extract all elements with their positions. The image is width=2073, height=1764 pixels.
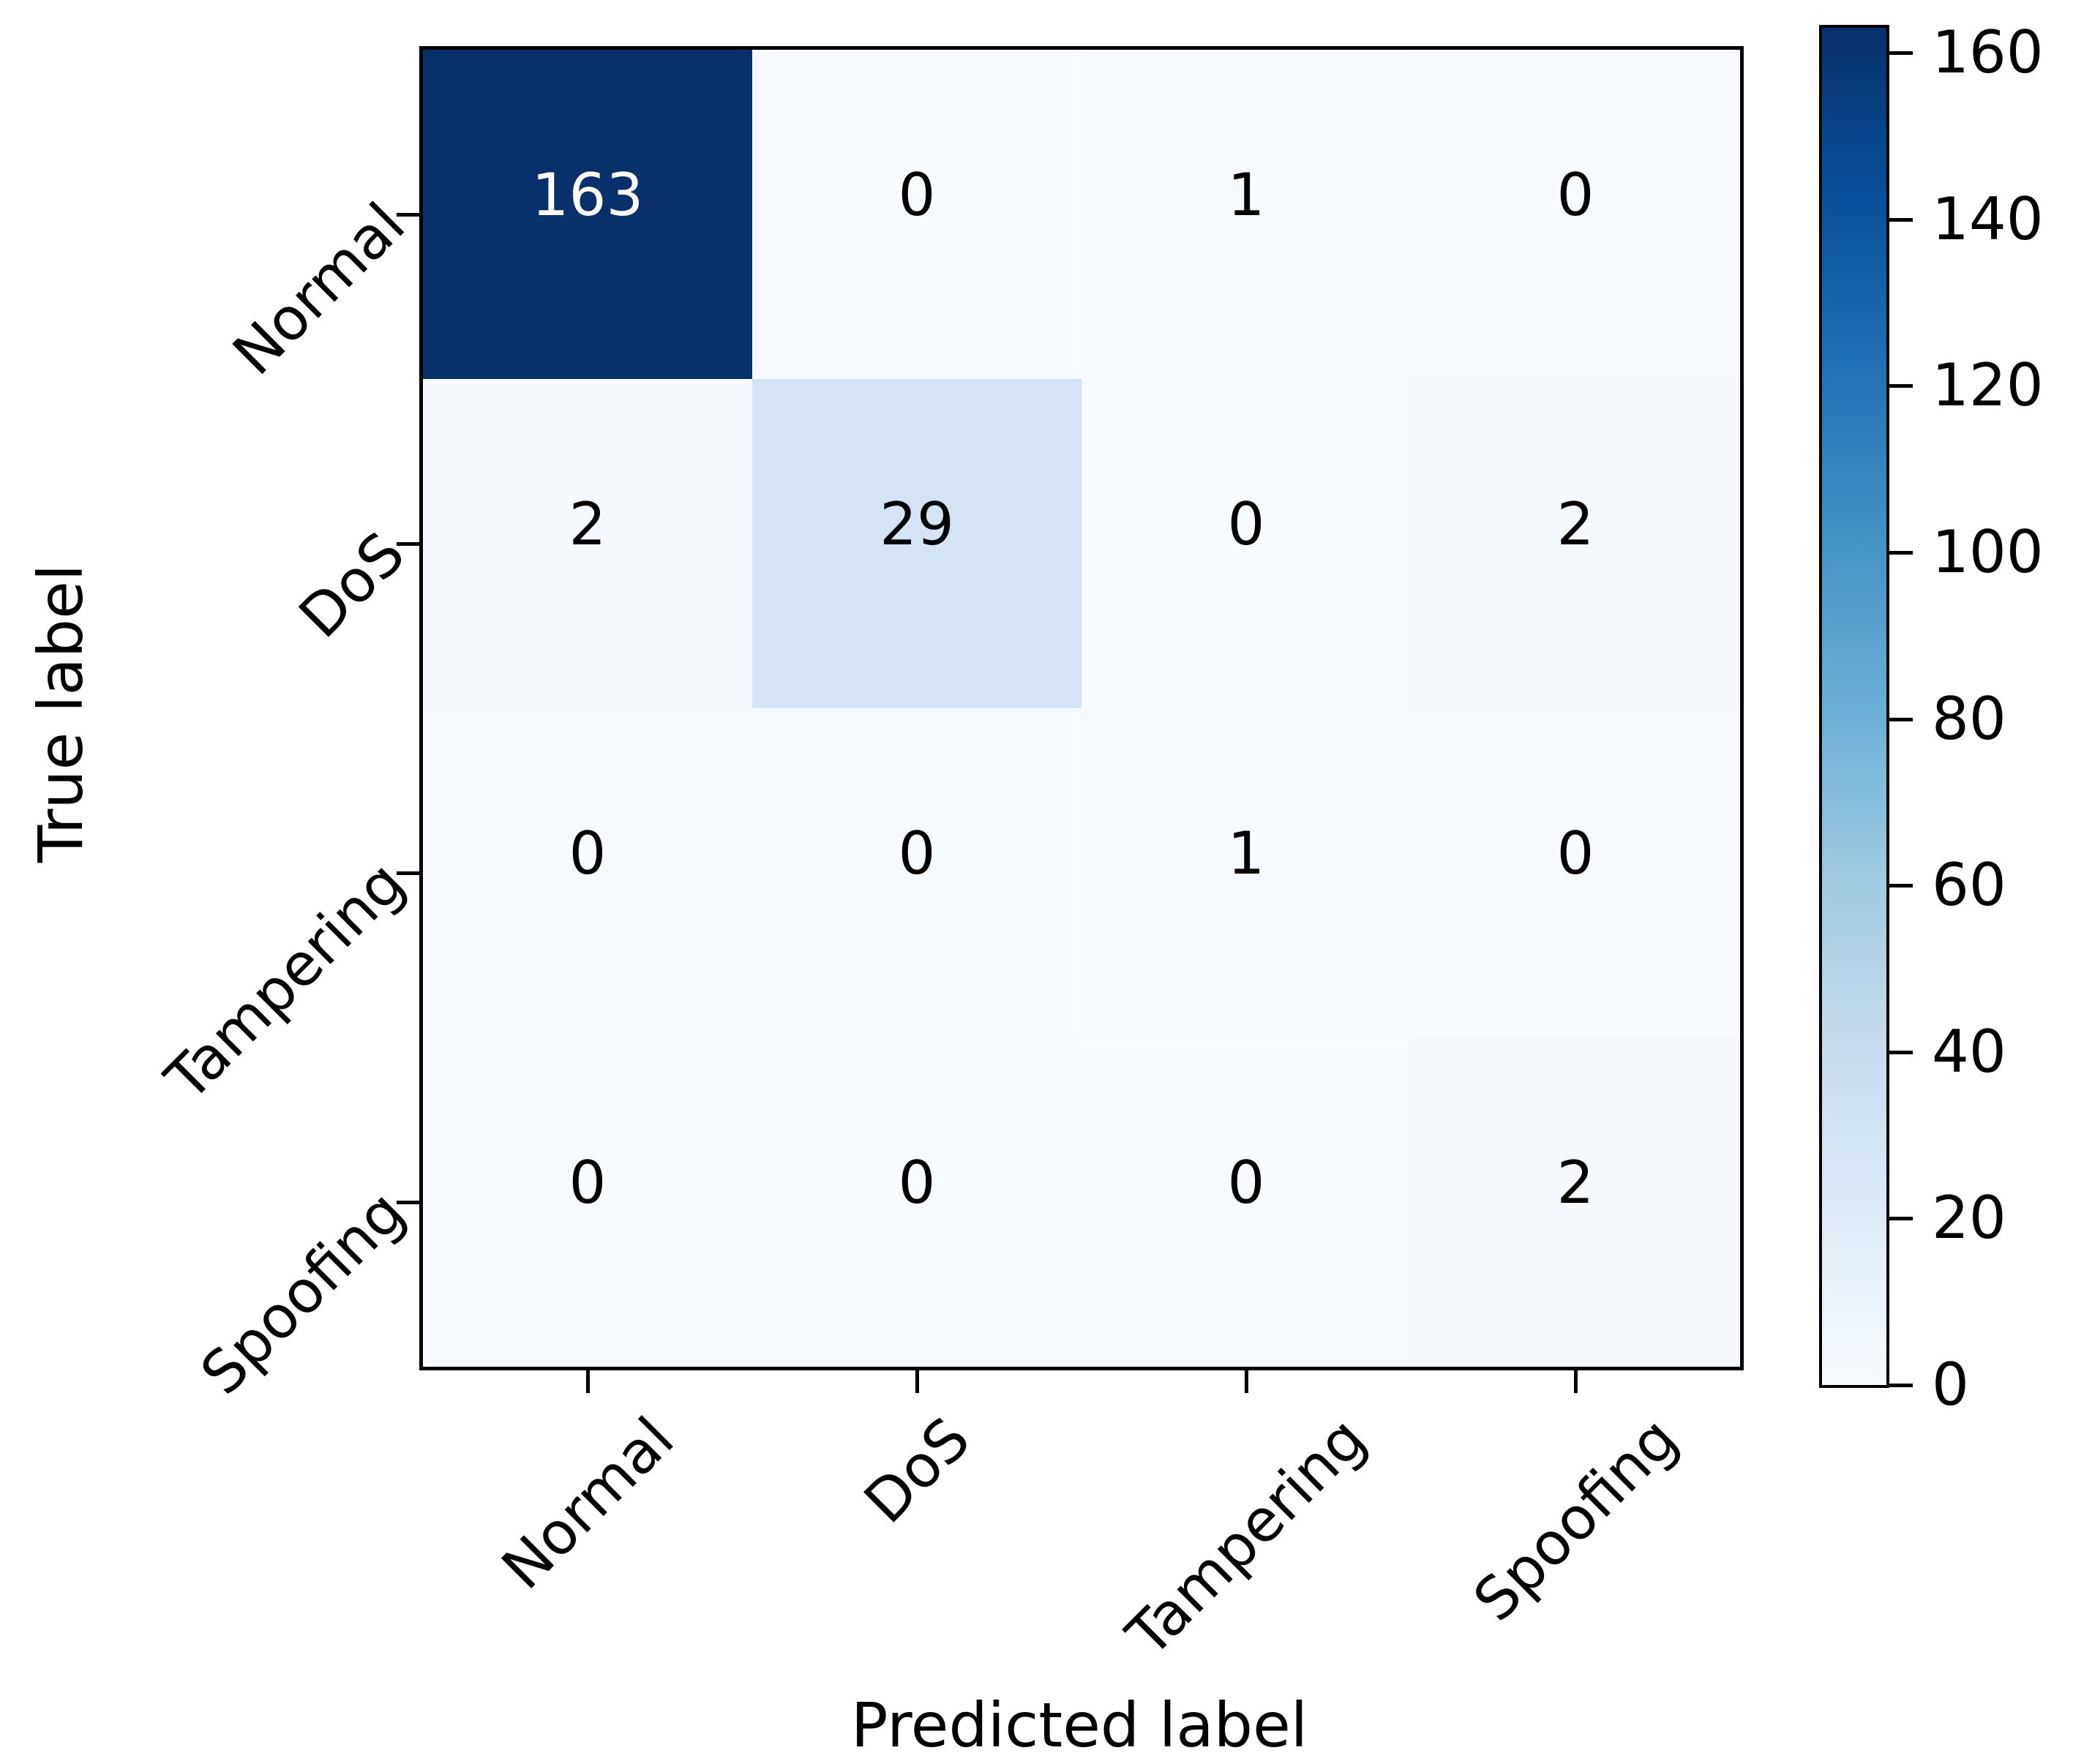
colorbar-tick-label: 160 bbox=[1932, 18, 2044, 86]
matrix-cell: 0 bbox=[423, 1037, 752, 1367]
matrix-cell: 0 bbox=[752, 50, 1082, 379]
x-tick-label: Normal bbox=[488, 1404, 687, 1603]
matrix-cell: 0 bbox=[1082, 1037, 1411, 1367]
colorbar bbox=[1819, 25, 1889, 1388]
colorbar-tick-mark bbox=[1889, 1384, 1913, 1387]
colorbar-tick-label: 20 bbox=[1932, 1184, 2006, 1252]
colorbar-tick-label: 100 bbox=[1932, 518, 2044, 586]
colorbar-tick-label: 60 bbox=[1932, 851, 2006, 919]
cell-value: 0 bbox=[898, 1149, 936, 1217]
x-axis-label: Predicted label bbox=[850, 1689, 1308, 1761]
matrix-cell: 0 bbox=[1082, 379, 1411, 708]
colorbar-tick-label: 120 bbox=[1932, 351, 2044, 419]
cell-value: 2 bbox=[1556, 1149, 1594, 1217]
cell-value: 0 bbox=[1556, 161, 1594, 229]
cell-value: 0 bbox=[1227, 490, 1265, 558]
matrix-cell: 0 bbox=[1411, 50, 1740, 379]
cell-value: 1 bbox=[1227, 819, 1265, 887]
y-tick-mark bbox=[397, 213, 419, 217]
cell-value: 2 bbox=[1556, 490, 1594, 558]
colorbar-tick-mark bbox=[1889, 218, 1913, 222]
x-tick-label: Spoofing bbox=[1460, 1404, 1690, 1635]
colorbar-tick-mark bbox=[1889, 551, 1913, 555]
cell-value: 29 bbox=[880, 490, 954, 558]
heatmap-plot-area: 163 0 1 0 2 29 0 2 0 0 1 0 0 0 0 2 bbox=[419, 46, 1744, 1370]
colorbar-tick-mark bbox=[1889, 884, 1913, 887]
y-tick-label: Normal bbox=[220, 189, 418, 389]
matrix-cell: 2 bbox=[423, 379, 752, 708]
y-tick-label: DoS bbox=[285, 519, 418, 651]
cell-value: 0 bbox=[898, 161, 936, 229]
matrix-cell: 0 bbox=[752, 708, 1082, 1037]
colorbar-tick-mark bbox=[1889, 1051, 1913, 1054]
colorbar-tick-mark bbox=[1889, 51, 1913, 55]
matrix-cell: 163 bbox=[423, 50, 752, 379]
cell-value: 0 bbox=[898, 819, 936, 887]
cell-value: 163 bbox=[531, 161, 644, 229]
matrix-cell: 0 bbox=[423, 708, 752, 1037]
cell-value: 0 bbox=[1227, 1149, 1265, 1217]
colorbar-tick-mark bbox=[1889, 1217, 1913, 1220]
colorbar-tick-label: 140 bbox=[1932, 185, 2044, 253]
y-tick-mark bbox=[397, 542, 419, 546]
matrix-cell: 2 bbox=[1411, 1037, 1740, 1367]
y-tick-label: Tampering bbox=[152, 848, 418, 1114]
cell-value: 0 bbox=[569, 819, 607, 887]
colorbar-tick-label: 80 bbox=[1932, 685, 2006, 753]
matrix-cell: 0 bbox=[1411, 708, 1740, 1037]
cell-value: 2 bbox=[569, 490, 607, 558]
heatmap-cells: 163 0 1 0 2 29 0 2 0 0 1 0 0 0 0 2 bbox=[423, 50, 1740, 1367]
colorbar-tick-mark bbox=[1889, 384, 1913, 388]
x-tick-mark bbox=[915, 1370, 919, 1393]
y-tick-mark bbox=[397, 1201, 419, 1204]
matrix-cell: 29 bbox=[752, 379, 1082, 708]
x-tick-label: DoS bbox=[850, 1404, 983, 1536]
matrix-cell: 2 bbox=[1411, 379, 1740, 708]
x-tick-label: Tampering bbox=[1113, 1404, 1379, 1670]
cell-value: 0 bbox=[569, 1149, 607, 1217]
y-tick-mark bbox=[397, 871, 419, 875]
cell-value: 1 bbox=[1227, 161, 1265, 229]
matrix-cell: 1 bbox=[1082, 708, 1411, 1037]
x-tick-mark bbox=[586, 1370, 590, 1393]
cell-value: 0 bbox=[1556, 819, 1594, 887]
y-tick-label: Spoofing bbox=[187, 1177, 418, 1408]
x-tick-mark bbox=[1245, 1370, 1248, 1393]
matrix-cell: 0 bbox=[752, 1037, 1082, 1367]
colorbar-tick-label: 0 bbox=[1932, 1351, 1969, 1419]
y-axis-label: True label bbox=[25, 563, 97, 863]
colorbar-tick-mark bbox=[1889, 718, 1913, 721]
matrix-cell: 1 bbox=[1082, 50, 1411, 379]
x-tick-mark bbox=[1574, 1370, 1578, 1393]
colorbar-tick-label: 40 bbox=[1932, 1018, 2006, 1086]
